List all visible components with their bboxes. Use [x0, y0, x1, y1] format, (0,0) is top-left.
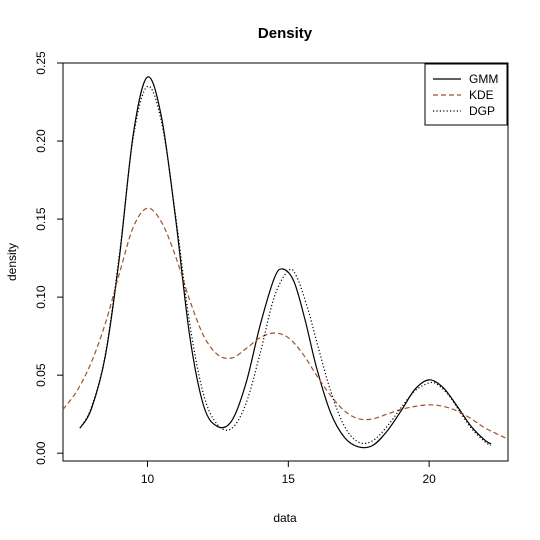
x-tick-label: 20: [422, 472, 436, 486]
y-tick-label: 0.05: [34, 363, 48, 387]
y-tick-label: 0.25: [34, 51, 48, 75]
chart-title: Density: [258, 25, 313, 42]
y-tick-label: 0.00: [34, 441, 48, 465]
y-axis-label: density: [5, 243, 19, 281]
plot-frame: [62, 62, 509, 462]
legend-box: [424, 63, 508, 126]
axes: 10 15 20 0.00 0.05 0.10 0.15 0.20 0.25: [34, 51, 436, 486]
series-layer: [62, 76, 509, 449]
y-tick-label: 0.20: [34, 129, 48, 153]
x-axis-label: data: [273, 511, 297, 525]
legend-label-gmm: GMM: [469, 72, 498, 86]
y-tick-label: 0.15: [34, 207, 48, 231]
x-tick-label: 10: [141, 472, 155, 486]
legend-label-dgp: DGP: [469, 104, 495, 118]
series-line-kde: [62, 207, 509, 440]
legend: GMM KDE DGP: [424, 63, 508, 126]
series-line-dgp: [79, 85, 492, 446]
legend-label-kde: KDE: [469, 88, 494, 102]
series-line-gmm: [79, 76, 492, 449]
y-tick-label: 0.10: [34, 285, 48, 309]
x-tick-label: 15: [282, 472, 296, 486]
